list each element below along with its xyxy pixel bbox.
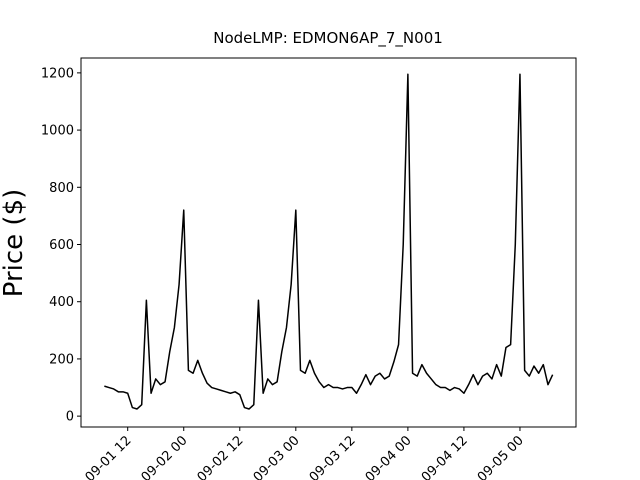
x-tick-label: 09-04 12: [419, 433, 471, 480]
x-tick-label: 09-04 00: [363, 433, 415, 480]
x-tick-label: 09-02 00: [139, 433, 191, 480]
y-axis-label: Price ($): [0, 189, 29, 298]
y-tick-label: 600: [49, 238, 74, 253]
x-tick-label: 09-03 12: [307, 433, 359, 480]
y-tick-label: 1200: [41, 66, 74, 81]
y-tick-label: 0: [66, 410, 74, 425]
price-line: [104, 73, 554, 410]
plot-frame: [80, 57, 577, 428]
chart-title: NodeLMP: EDMON6AP_7_N001: [213, 29, 443, 48]
x-tick-label: 09-05 00: [475, 433, 527, 480]
x-tick-label: 09-03 00: [251, 433, 303, 480]
y-tick-label: 1000: [41, 124, 74, 139]
y-tick-label: 800: [49, 181, 74, 196]
y-tick-label: 200: [49, 352, 74, 367]
y-tick-label: 400: [49, 295, 74, 310]
x-tick-label: 09-02 12: [195, 433, 247, 480]
x-tick-label: 09-01 12: [83, 433, 135, 480]
